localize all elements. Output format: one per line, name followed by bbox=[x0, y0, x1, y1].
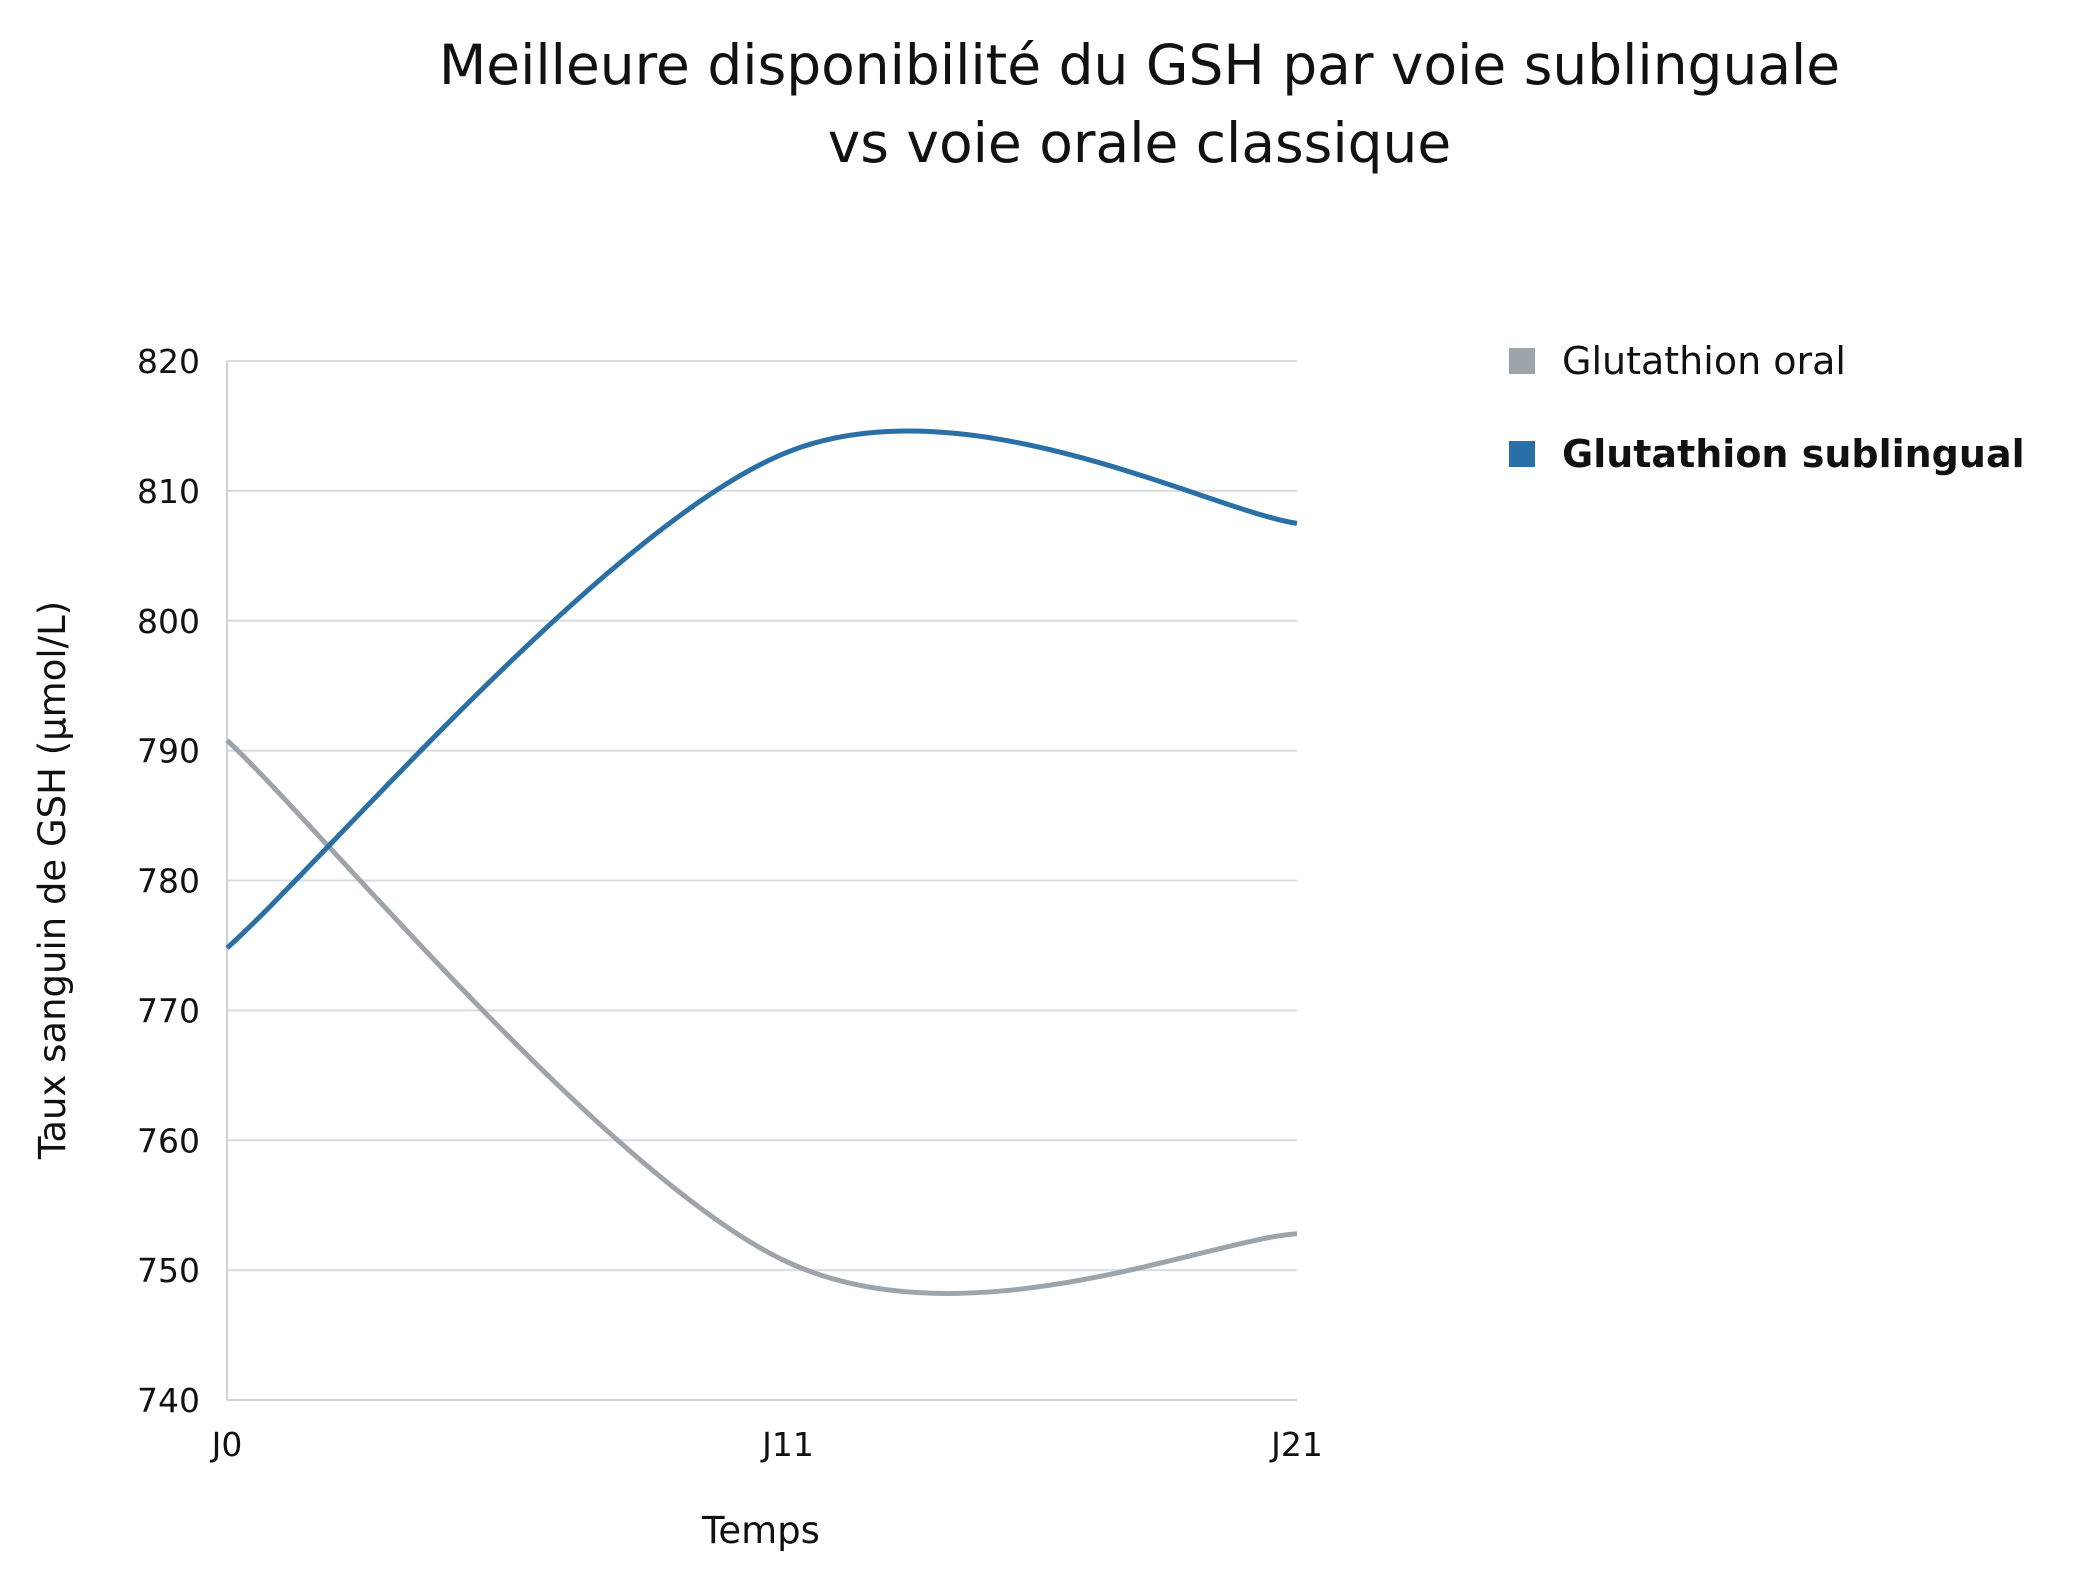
x-tick-label: J11 bbox=[760, 1425, 814, 1464]
series-line-1 bbox=[225, 428, 1298, 950]
x-tick-label: J21 bbox=[1269, 1425, 1323, 1464]
x-tick-labels: J0 J11 J21 bbox=[210, 1425, 1323, 1464]
y-tick-label: 760 bbox=[137, 1121, 200, 1160]
legend-label: Glutathion oral bbox=[1562, 339, 1846, 383]
y-axis-label: Taux sanguin de GSH (µmol/L) bbox=[31, 601, 74, 1160]
y-tick-labels: 740 750 760 770 780 790 800 810 820 bbox=[137, 342, 200, 1420]
legend-label: Glutathion sublingual bbox=[1562, 432, 2025, 476]
y-tick-label: 800 bbox=[137, 602, 200, 641]
chart-title-line-2: vs voie orale classique bbox=[827, 111, 1452, 175]
legend-swatch bbox=[1509, 441, 1535, 467]
y-tick-label: 770 bbox=[137, 991, 200, 1030]
axes bbox=[226, 361, 1297, 1401]
y-tick-label: 790 bbox=[137, 732, 200, 771]
gridlines bbox=[227, 360, 1297, 1272]
legend-swatch bbox=[1509, 348, 1535, 374]
chart-title: Meilleure disponibilité du GSH par voie … bbox=[0, 26, 2095, 182]
series-line-0 bbox=[225, 738, 1298, 1296]
y-tick-label: 740 bbox=[137, 1381, 200, 1420]
y-tick-label: 780 bbox=[137, 862, 200, 901]
y-tick-label: 820 bbox=[137, 342, 200, 381]
series-lines bbox=[225, 428, 1298, 1296]
legend: Glutathion oral Glutathion sublingual bbox=[1509, 339, 2025, 476]
x-axis-label: Temps bbox=[701, 1509, 820, 1552]
y-tick-label: 750 bbox=[137, 1251, 200, 1290]
y-tick-label: 810 bbox=[137, 472, 200, 511]
chart-title-line-1: Meilleure disponibilité du GSH par voie … bbox=[438, 33, 1841, 97]
x-tick-label: J0 bbox=[210, 1425, 243, 1464]
